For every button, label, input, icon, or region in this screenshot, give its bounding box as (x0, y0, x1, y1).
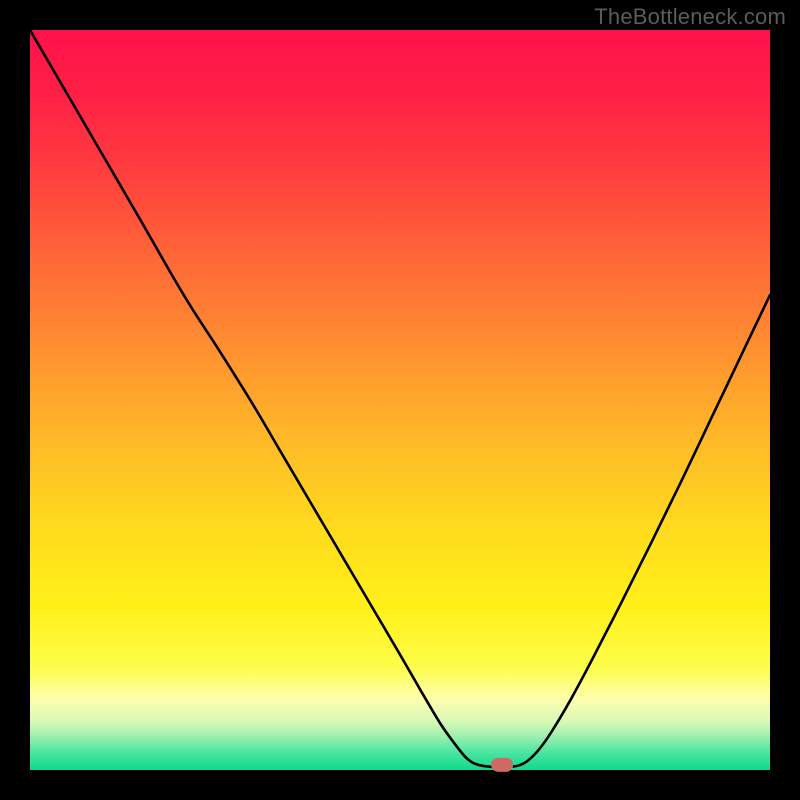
bottleneck-chart (0, 0, 800, 800)
watermark-label: TheBottleneck.com (594, 4, 786, 30)
optimal-point-marker (491, 758, 513, 772)
chart-container: TheBottleneck.com (0, 0, 800, 800)
plot-background (30, 30, 770, 770)
